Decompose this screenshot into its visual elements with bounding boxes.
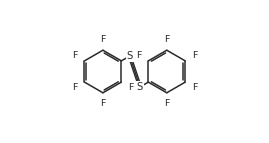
Text: F: F xyxy=(100,35,106,44)
Text: F: F xyxy=(136,51,141,60)
Text: F: F xyxy=(72,83,77,92)
Text: S: S xyxy=(137,82,143,92)
Text: F: F xyxy=(164,99,169,108)
Text: F: F xyxy=(128,83,134,92)
Text: F: F xyxy=(164,35,169,44)
Text: F: F xyxy=(100,99,106,108)
Text: F: F xyxy=(192,51,197,60)
Text: F: F xyxy=(72,51,77,60)
Text: F: F xyxy=(192,83,197,92)
Text: S: S xyxy=(126,51,133,61)
